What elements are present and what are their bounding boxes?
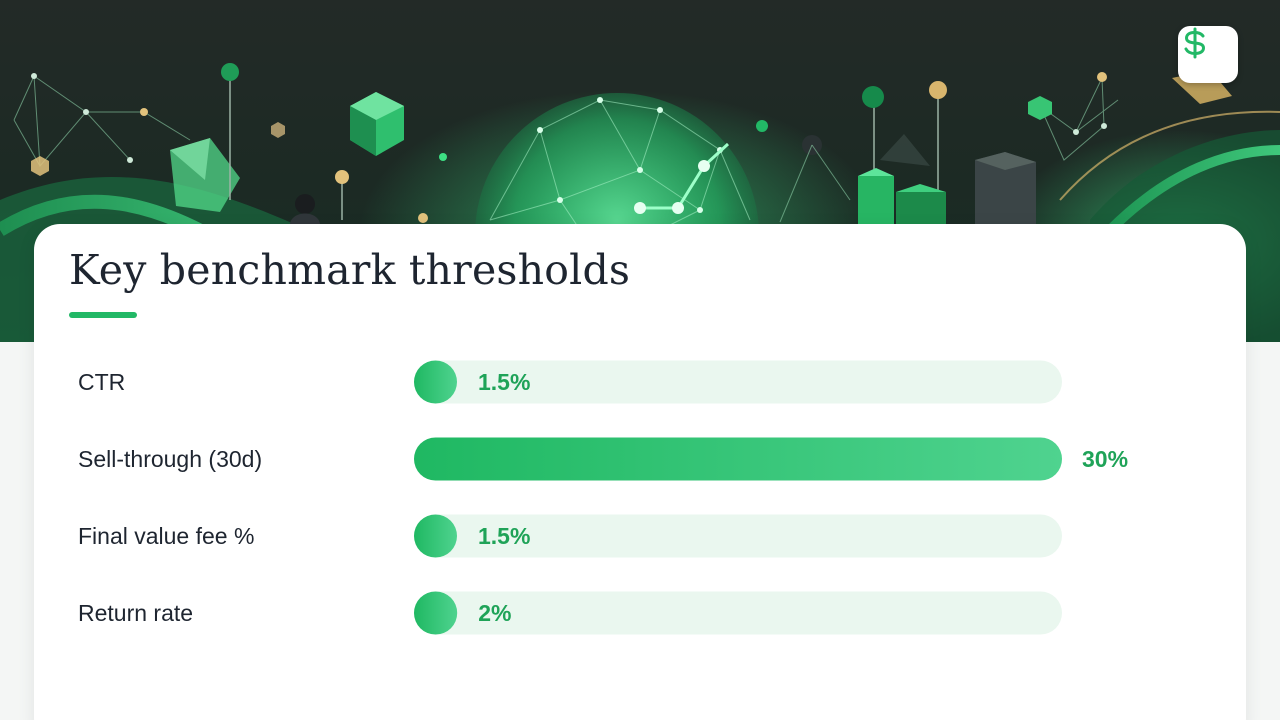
bar-track bbox=[414, 514, 1062, 558]
category-label: Final value fee % bbox=[78, 523, 254, 549]
bar-track bbox=[414, 360, 1062, 404]
value-label: 1.5% bbox=[478, 369, 530, 395]
dollar-sign-icon bbox=[1184, 27, 1206, 59]
dollar-logo-badge bbox=[1178, 26, 1238, 83]
bar-track bbox=[414, 591, 1062, 635]
category-label: Return rate bbox=[78, 600, 193, 626]
value-label: 1.5% bbox=[478, 523, 530, 549]
category-label: Sell-through (30d) bbox=[78, 446, 262, 472]
bar bbox=[414, 360, 457, 404]
chart-title: Key benchmark thresholds bbox=[69, 246, 631, 294]
bar bbox=[414, 514, 457, 558]
bar bbox=[414, 591, 458, 635]
value-label: 30% bbox=[1082, 446, 1128, 472]
value-label: 2% bbox=[478, 600, 511, 626]
bar bbox=[414, 437, 1062, 481]
category-label: CTR bbox=[78, 369, 125, 395]
title-underline bbox=[69, 312, 137, 318]
